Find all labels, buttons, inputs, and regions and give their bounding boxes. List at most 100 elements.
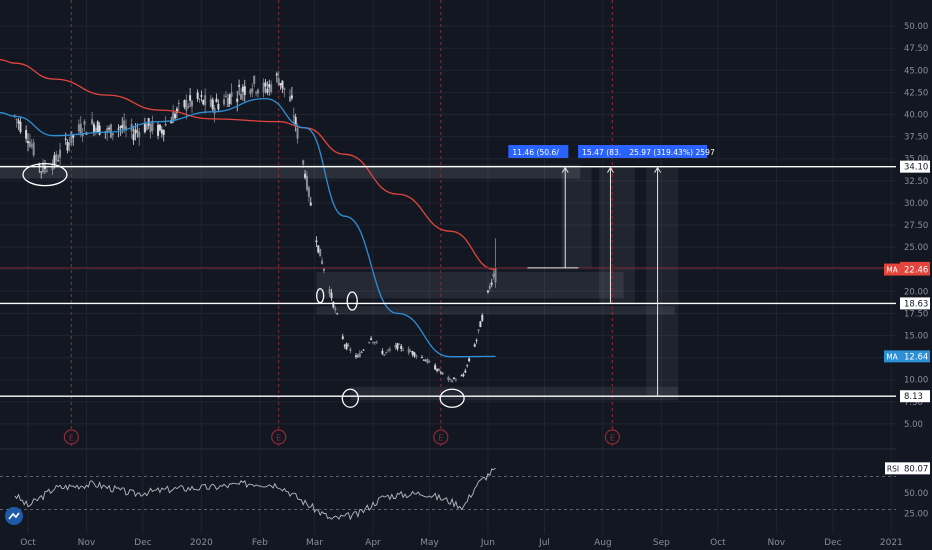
- axes: Oct Nov Dec 2020 Feb Mar Apr May Jun Jul Aug Sep Oct…: [20, 0, 932, 550]
- ma-tag: MA: [886, 266, 898, 275]
- candle-body: [200, 95, 203, 97]
- measure-zones: [0, 164, 679, 401]
- price-label-background: [900, 263, 930, 276]
- candle-body: [449, 378, 452, 380]
- candle-body: [204, 95, 207, 106]
- candle-body: [475, 339, 478, 341]
- measure-label: 25.97 (319.43%) 2597: [629, 148, 715, 157]
- candle-body: [321, 260, 324, 265]
- candle-body: [289, 96, 292, 102]
- candle-body: [466, 364, 469, 366]
- candle-body: [256, 89, 259, 94]
- candle-body: [385, 352, 388, 353]
- candle-body: [96, 121, 99, 133]
- candle-body: [262, 82, 265, 93]
- candle-body: [230, 92, 233, 97]
- candle-body: [251, 88, 254, 93]
- y-tick-label: 37.50: [904, 133, 928, 143]
- candle-body: [268, 84, 271, 88]
- candle-body: [240, 93, 243, 100]
- candle-body: [334, 308, 337, 311]
- annotations: 11.46 (50.6/15.47 (83. 25.97 (319.43%) 25…: [22, 145, 715, 408]
- candle-body: [294, 117, 297, 125]
- candle-body: [394, 344, 397, 348]
- earnings-event-marker[interactable]: [63, 429, 79, 445]
- candle-body: [305, 175, 308, 190]
- earnings-event-marker[interactable]: [271, 429, 287, 445]
- candle-body: [72, 135, 75, 138]
- candle-body: [185, 99, 188, 111]
- candle-body: [123, 120, 126, 130]
- candle-body: [177, 102, 180, 105]
- candle-body: [145, 124, 148, 131]
- x-tick-label: May: [420, 538, 439, 548]
- candle-body: [28, 141, 31, 147]
- candle-body: [473, 344, 476, 347]
- measure-arrow-head: [561, 166, 569, 173]
- candle-body: [202, 100, 205, 105]
- rsi-y-tick-label: 25.00: [904, 510, 928, 520]
- measure-label-background: [578, 145, 627, 158]
- candle-body: [79, 123, 82, 136]
- ma-tag: MA: [886, 352, 898, 361]
- candle-body: [345, 343, 348, 350]
- candle-body: [55, 154, 58, 161]
- candle-body: [198, 99, 201, 100]
- candle-body: [196, 92, 199, 99]
- rsi-tag: RSI: [887, 464, 899, 473]
- candle-body: [451, 380, 454, 383]
- candle-body: [187, 106, 190, 108]
- candle-body: [437, 368, 440, 372]
- candle-body: [347, 345, 350, 347]
- candle-body: [70, 131, 73, 143]
- candle-body: [462, 374, 465, 377]
- candle-body: [270, 84, 273, 92]
- candle-body: [30, 144, 33, 147]
- candle-body: [119, 126, 122, 129]
- candle-body: [281, 80, 284, 89]
- candle-body: [436, 369, 439, 371]
- candle-body: [426, 359, 429, 363]
- candle-body: [111, 133, 114, 136]
- candle-body: [330, 292, 333, 299]
- candle-body: [290, 95, 293, 99]
- candle-body: [454, 379, 457, 381]
- earnings-event-marker[interactable]: [433, 429, 449, 445]
- ma-tag-background: [884, 263, 900, 276]
- candle-body: [387, 349, 390, 351]
- y-tick-label: 32.50: [904, 177, 928, 187]
- earnings-event-marker[interactable]: [604, 429, 620, 445]
- candle-body: [255, 92, 258, 94]
- y-tick-label: 35.00: [904, 155, 928, 165]
- highlight-ellipse: [439, 388, 465, 408]
- rsi-panel: [0, 467, 896, 521]
- candle-body: [143, 123, 146, 133]
- candle-body: [468, 358, 471, 362]
- candle-body: [343, 345, 346, 346]
- candle-body: [277, 78, 280, 86]
- rsi-line: [14, 467, 496, 521]
- earnings-event-label: E: [438, 434, 443, 443]
- candle-body: [409, 351, 412, 353]
- y-tick-label: 20.00: [904, 287, 928, 297]
- horizontal-levels[interactable]: [0, 165, 896, 397]
- y-tick-label: 50.00: [904, 22, 928, 32]
- candle-body: [32, 142, 35, 156]
- rsi-value-label: 80.07: [904, 464, 928, 474]
- candle-body: [383, 354, 386, 356]
- price-label: 8.13: [904, 392, 923, 402]
- y-tick-label: 7.50: [904, 398, 923, 408]
- x-tick-label: Oct: [20, 538, 36, 548]
- candle-body: [59, 149, 62, 158]
- measure-zone: [316, 271, 624, 299]
- y-tick-label: 40.00: [904, 111, 928, 121]
- y-tick-label: 45.00: [904, 66, 928, 76]
- candle-body: [292, 115, 295, 118]
- rsi-value-background: [901, 462, 930, 475]
- candle-body: [224, 95, 227, 97]
- tradingview-logo-icon[interactable]: [5, 507, 23, 525]
- candle-body: [190, 100, 193, 107]
- candle-body: [189, 95, 192, 101]
- measure-zone: [350, 386, 679, 401]
